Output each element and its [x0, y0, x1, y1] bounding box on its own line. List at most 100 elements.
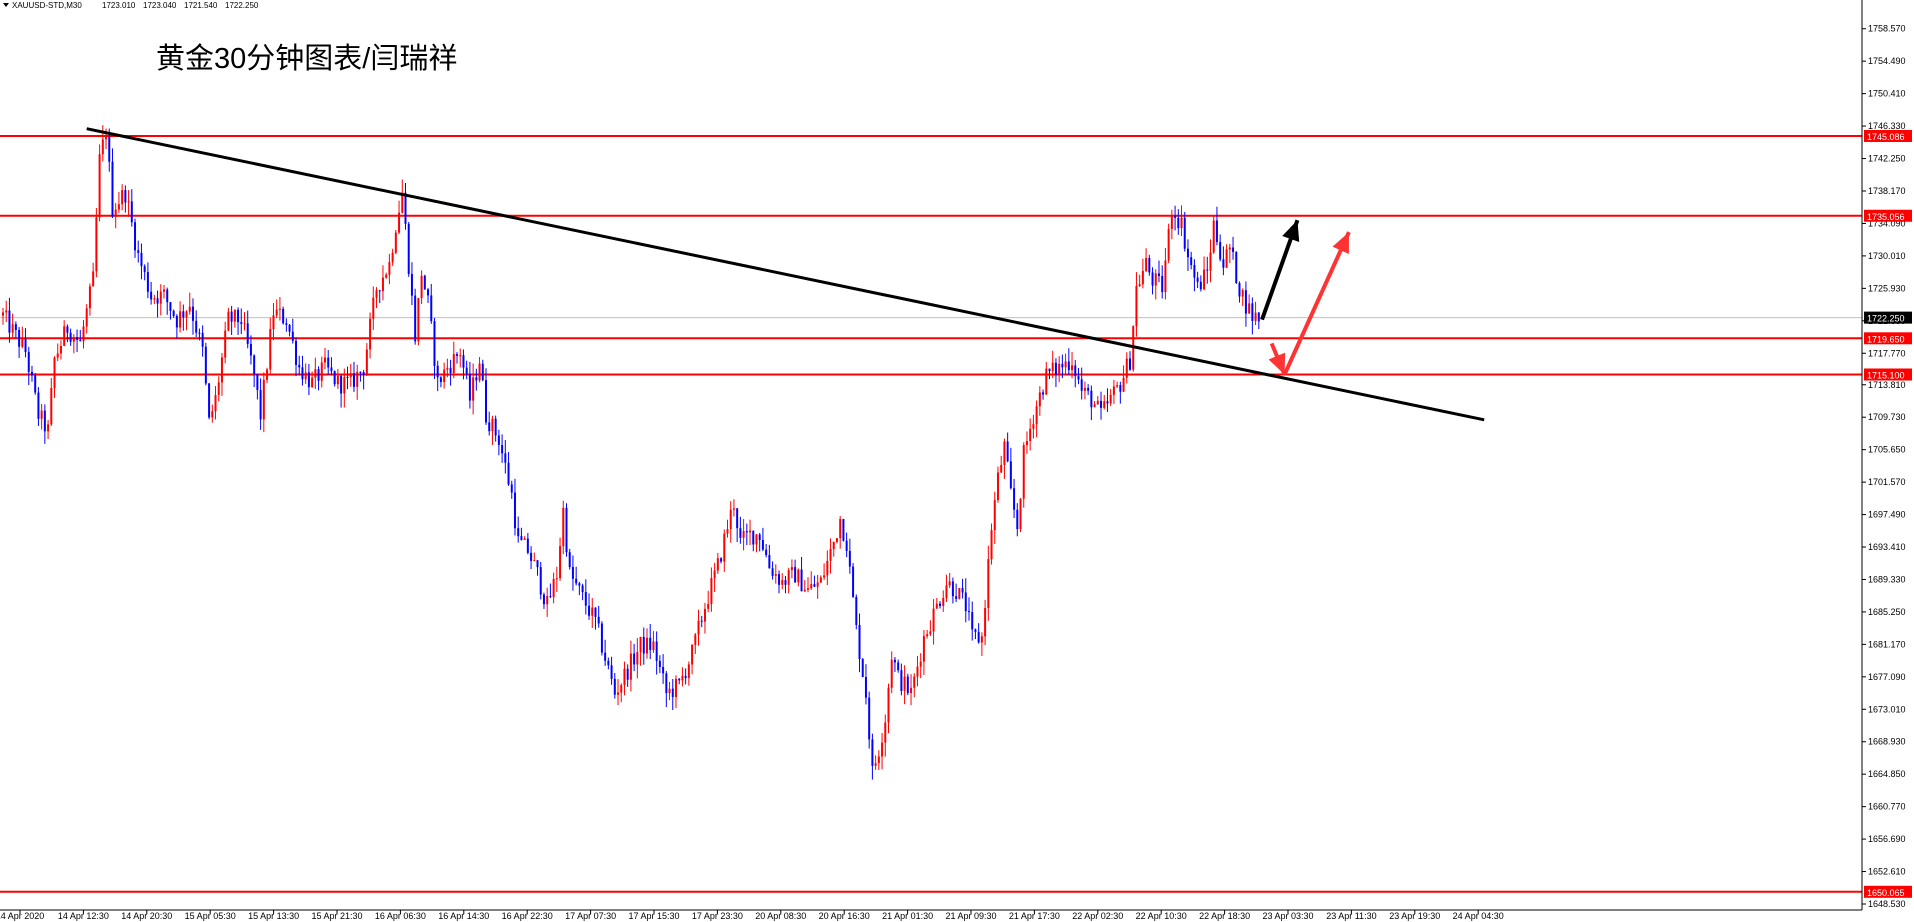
candle-body: [761, 539, 764, 550]
time-tick-label: 22 Apr 02:30: [1072, 911, 1123, 921]
candle-body: [1038, 392, 1041, 407]
candle-body: [1000, 464, 1003, 473]
price-tick-label: 1693.410: [1868, 542, 1906, 552]
candle-body: [881, 742, 884, 757]
candle-body: [101, 139, 104, 155]
collapse-triangle-icon[interactable]: [3, 3, 9, 7]
candle-body: [288, 324, 291, 332]
candle-body: [220, 357, 223, 383]
red-projection-arrow-icon: [1268, 352, 1286, 375]
level-price-tag: 1735.056: [1867, 212, 1905, 222]
candle-body: [1106, 401, 1109, 404]
time-tick-label: 16 Apr 06:30: [375, 911, 426, 921]
candle-body: [922, 636, 925, 662]
candle-body: [185, 311, 188, 318]
candle-body: [394, 232, 397, 253]
candle-body: [520, 536, 523, 540]
time-tick-label: 16 Apr 22:30: [502, 911, 553, 921]
candle-body: [684, 675, 687, 679]
candle-body: [156, 298, 159, 304]
candle-body: [778, 574, 781, 585]
candle-body: [726, 529, 729, 534]
candle-body: [668, 688, 671, 694]
candle-body: [85, 308, 88, 327]
price-tick-label: 1746.330: [1868, 121, 1906, 131]
level-price-tag: 1715.100: [1867, 370, 1905, 380]
candle-body: [37, 392, 40, 419]
time-tick-label: 21 Apr 01:30: [882, 911, 933, 921]
candle-body: [278, 308, 281, 310]
candle-body: [1177, 217, 1180, 229]
candle-body: [1196, 277, 1199, 282]
candle-body: [993, 500, 996, 531]
price-tick-label: 1713.810: [1868, 380, 1906, 390]
candle-body: [774, 574, 777, 576]
candle-body: [646, 637, 648, 654]
candle-body: [478, 363, 481, 381]
candle-body: [1103, 401, 1106, 408]
candle-body: [839, 519, 842, 539]
candle-body: [884, 722, 887, 743]
candle-body: [1209, 252, 1212, 271]
candle-body: [932, 608, 935, 632]
price-tick-label: 1677.090: [1868, 672, 1906, 682]
time-tick-label: 14 Apr 20:30: [121, 911, 172, 921]
candle-body: [121, 190, 124, 205]
candle-body: [1119, 385, 1122, 392]
candle-body: [92, 271, 95, 287]
candle-body: [253, 355, 256, 375]
candle-body: [1251, 303, 1254, 321]
price-tick-label: 1681.170: [1868, 639, 1906, 649]
candle-body: [974, 629, 977, 632]
candle-body: [8, 310, 11, 333]
candle-body: [694, 634, 697, 645]
candle-body: [546, 596, 549, 605]
price-tick-label: 1709.730: [1868, 412, 1906, 422]
candle-body: [600, 623, 603, 653]
candle-body: [1003, 441, 1006, 465]
candle-body: [163, 289, 165, 292]
candle-body: [893, 659, 896, 663]
time-tick-label: 17 Apr 15:30: [628, 911, 679, 921]
time-tick-label: 22 Apr 18:30: [1199, 911, 1250, 921]
candle-body: [765, 549, 768, 556]
candle-body: [79, 339, 82, 342]
candle-body: [56, 353, 59, 358]
candle-body: [842, 519, 845, 541]
candle-body: [549, 596, 552, 598]
candle-body: [1135, 285, 1138, 327]
candle-body: [2, 312, 4, 316]
candle-body: [539, 567, 542, 595]
candle-body: [629, 653, 632, 680]
candle-body: [720, 558, 723, 562]
candle-body: [1083, 387, 1086, 391]
candle-body: [829, 549, 832, 561]
candle-body: [1042, 392, 1045, 395]
candle-body: [1225, 249, 1228, 268]
candle-body: [320, 362, 323, 381]
candle-body: [987, 559, 990, 608]
candle-body: [845, 540, 848, 551]
candle-body: [562, 507, 565, 547]
candle-body: [475, 377, 478, 381]
time-tick-label: 23 Apr 19:30: [1389, 911, 1440, 921]
candle-body: [333, 371, 336, 385]
candle-body: [198, 332, 201, 334]
ohlc-high: 1723.040: [143, 1, 177, 10]
time-tick-label: 15 Apr 05:30: [185, 911, 236, 921]
candle-body: [243, 323, 246, 325]
candle-body: [1045, 368, 1048, 395]
candle-body: [980, 636, 983, 643]
candle-body: [108, 136, 111, 162]
candle-body: [50, 388, 53, 425]
candle-body: [468, 373, 471, 401]
candle-body: [111, 161, 114, 217]
candle-body: [1219, 242, 1222, 260]
candle-body: [703, 608, 706, 622]
candle-body: [1199, 281, 1202, 290]
candle-body: [362, 372, 365, 376]
candle-body: [117, 204, 120, 210]
candle-body: [127, 201, 130, 203]
candle-body: [1129, 358, 1131, 370]
